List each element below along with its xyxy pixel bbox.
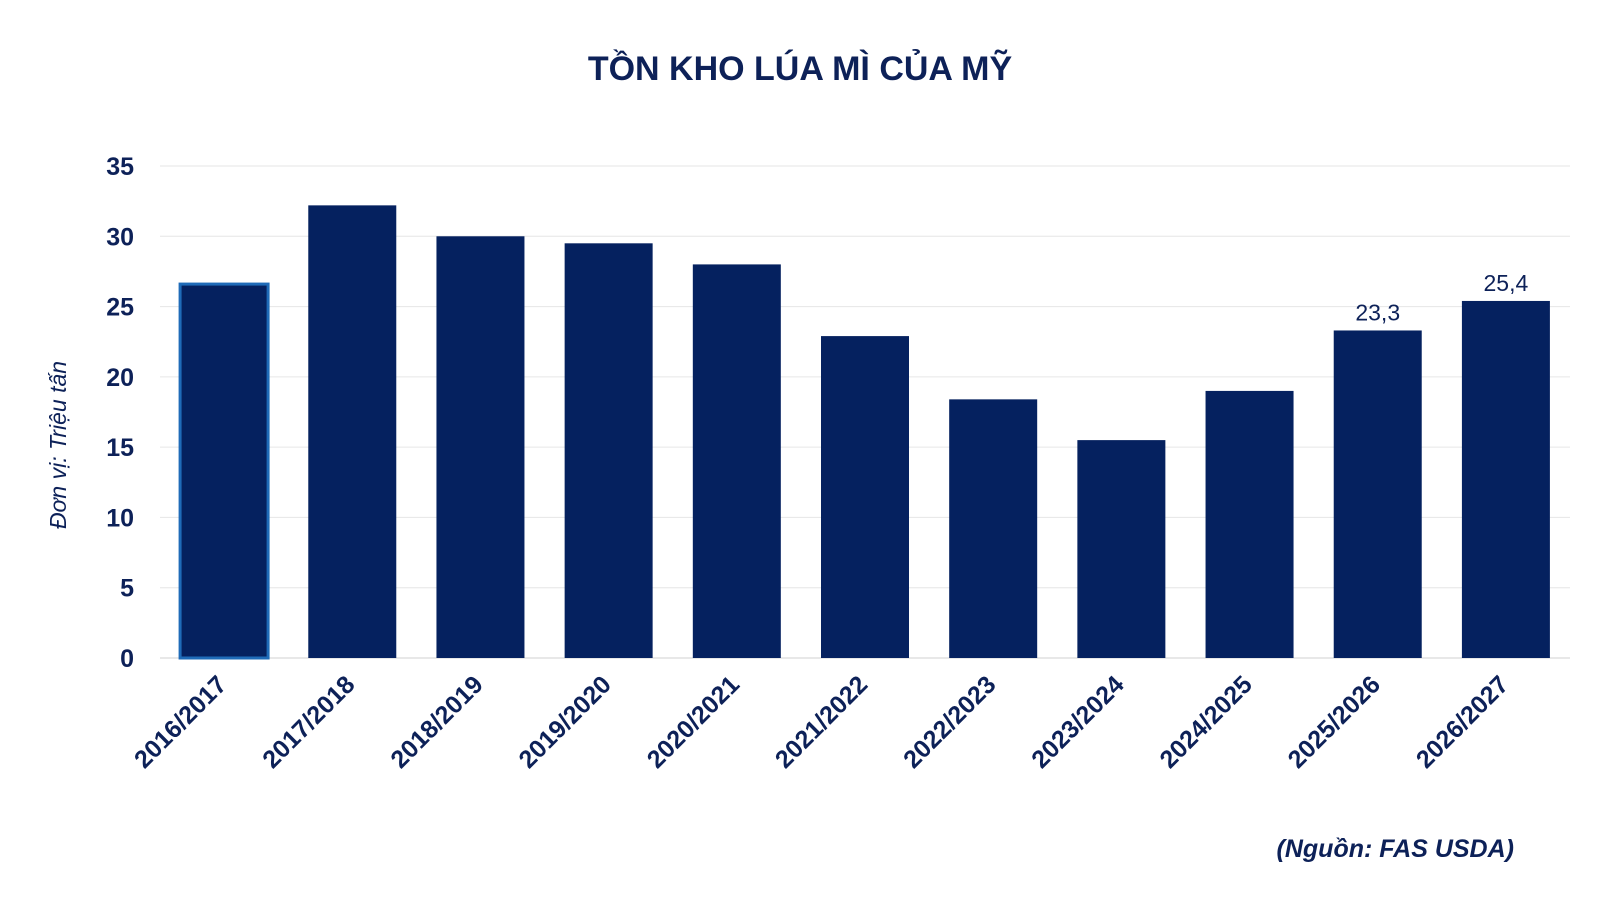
x-tick-label: 2021/2022 xyxy=(770,670,873,773)
bars xyxy=(178,205,1550,660)
bar-2021-2022 xyxy=(821,336,909,658)
x-tick-label: 2017/2018 xyxy=(257,670,360,773)
data-labels: 23,3 25,4 xyxy=(1355,270,1528,326)
x-tick-label: 2023/2024 xyxy=(1026,670,1129,773)
bar-2017-2018 xyxy=(308,205,397,659)
data-label: 23,3 xyxy=(1355,299,1400,325)
y-tick-label: 0 xyxy=(120,645,134,673)
bar-2019-2020 xyxy=(564,243,653,659)
x-tick-label: 2024/2025 xyxy=(1154,670,1257,773)
y-axis-ticks: 0 5 10 15 20 25 30 35 xyxy=(106,153,134,673)
source-note: (Nguồn: FAS USDA) xyxy=(1276,835,1514,863)
data-label: 25,4 xyxy=(1484,270,1529,296)
x-tick-label: 2018/2019 xyxy=(385,670,488,773)
y-tick-label: 5 xyxy=(120,575,134,603)
bar-2020-2021 xyxy=(692,264,781,658)
bar-2024-2025 xyxy=(1205,390,1294,658)
bar-2025-2026 xyxy=(1333,330,1422,658)
bar-2022-2023 xyxy=(949,399,1038,658)
y-tick-label: 15 xyxy=(106,434,134,462)
x-tick-label: 2016/2017 xyxy=(129,670,232,773)
bar-2016-2017 xyxy=(178,282,270,660)
y-tick-label: 35 xyxy=(106,153,134,181)
x-tick-label: 2022/2023 xyxy=(898,670,1001,773)
bar-2023-2024 xyxy=(1077,440,1166,658)
bar-2026-2027 xyxy=(1461,300,1550,658)
y-tick-label: 30 xyxy=(106,223,134,251)
x-tick-label: 2019/2020 xyxy=(514,670,617,773)
y-axis-label: Đơn vị: Triệu tấn xyxy=(45,361,71,529)
y-tick-label: 20 xyxy=(106,364,134,392)
x-tick-label: 2020/2021 xyxy=(642,670,745,773)
x-tick-label: 2025/2026 xyxy=(1283,670,1386,773)
y-tick-label: 10 xyxy=(106,504,134,532)
chart-title: TỒN KHO LÚA MÌ CỦA MỸ xyxy=(587,50,1013,88)
x-axis-ticks: 2016/2017 2017/2018 2018/2019 2019/2020 2020… xyxy=(129,670,1514,773)
y-tick-label: 25 xyxy=(106,294,134,322)
bar-2018-2019 xyxy=(436,236,525,659)
x-tick-label: 2026/2027 xyxy=(1411,670,1514,773)
